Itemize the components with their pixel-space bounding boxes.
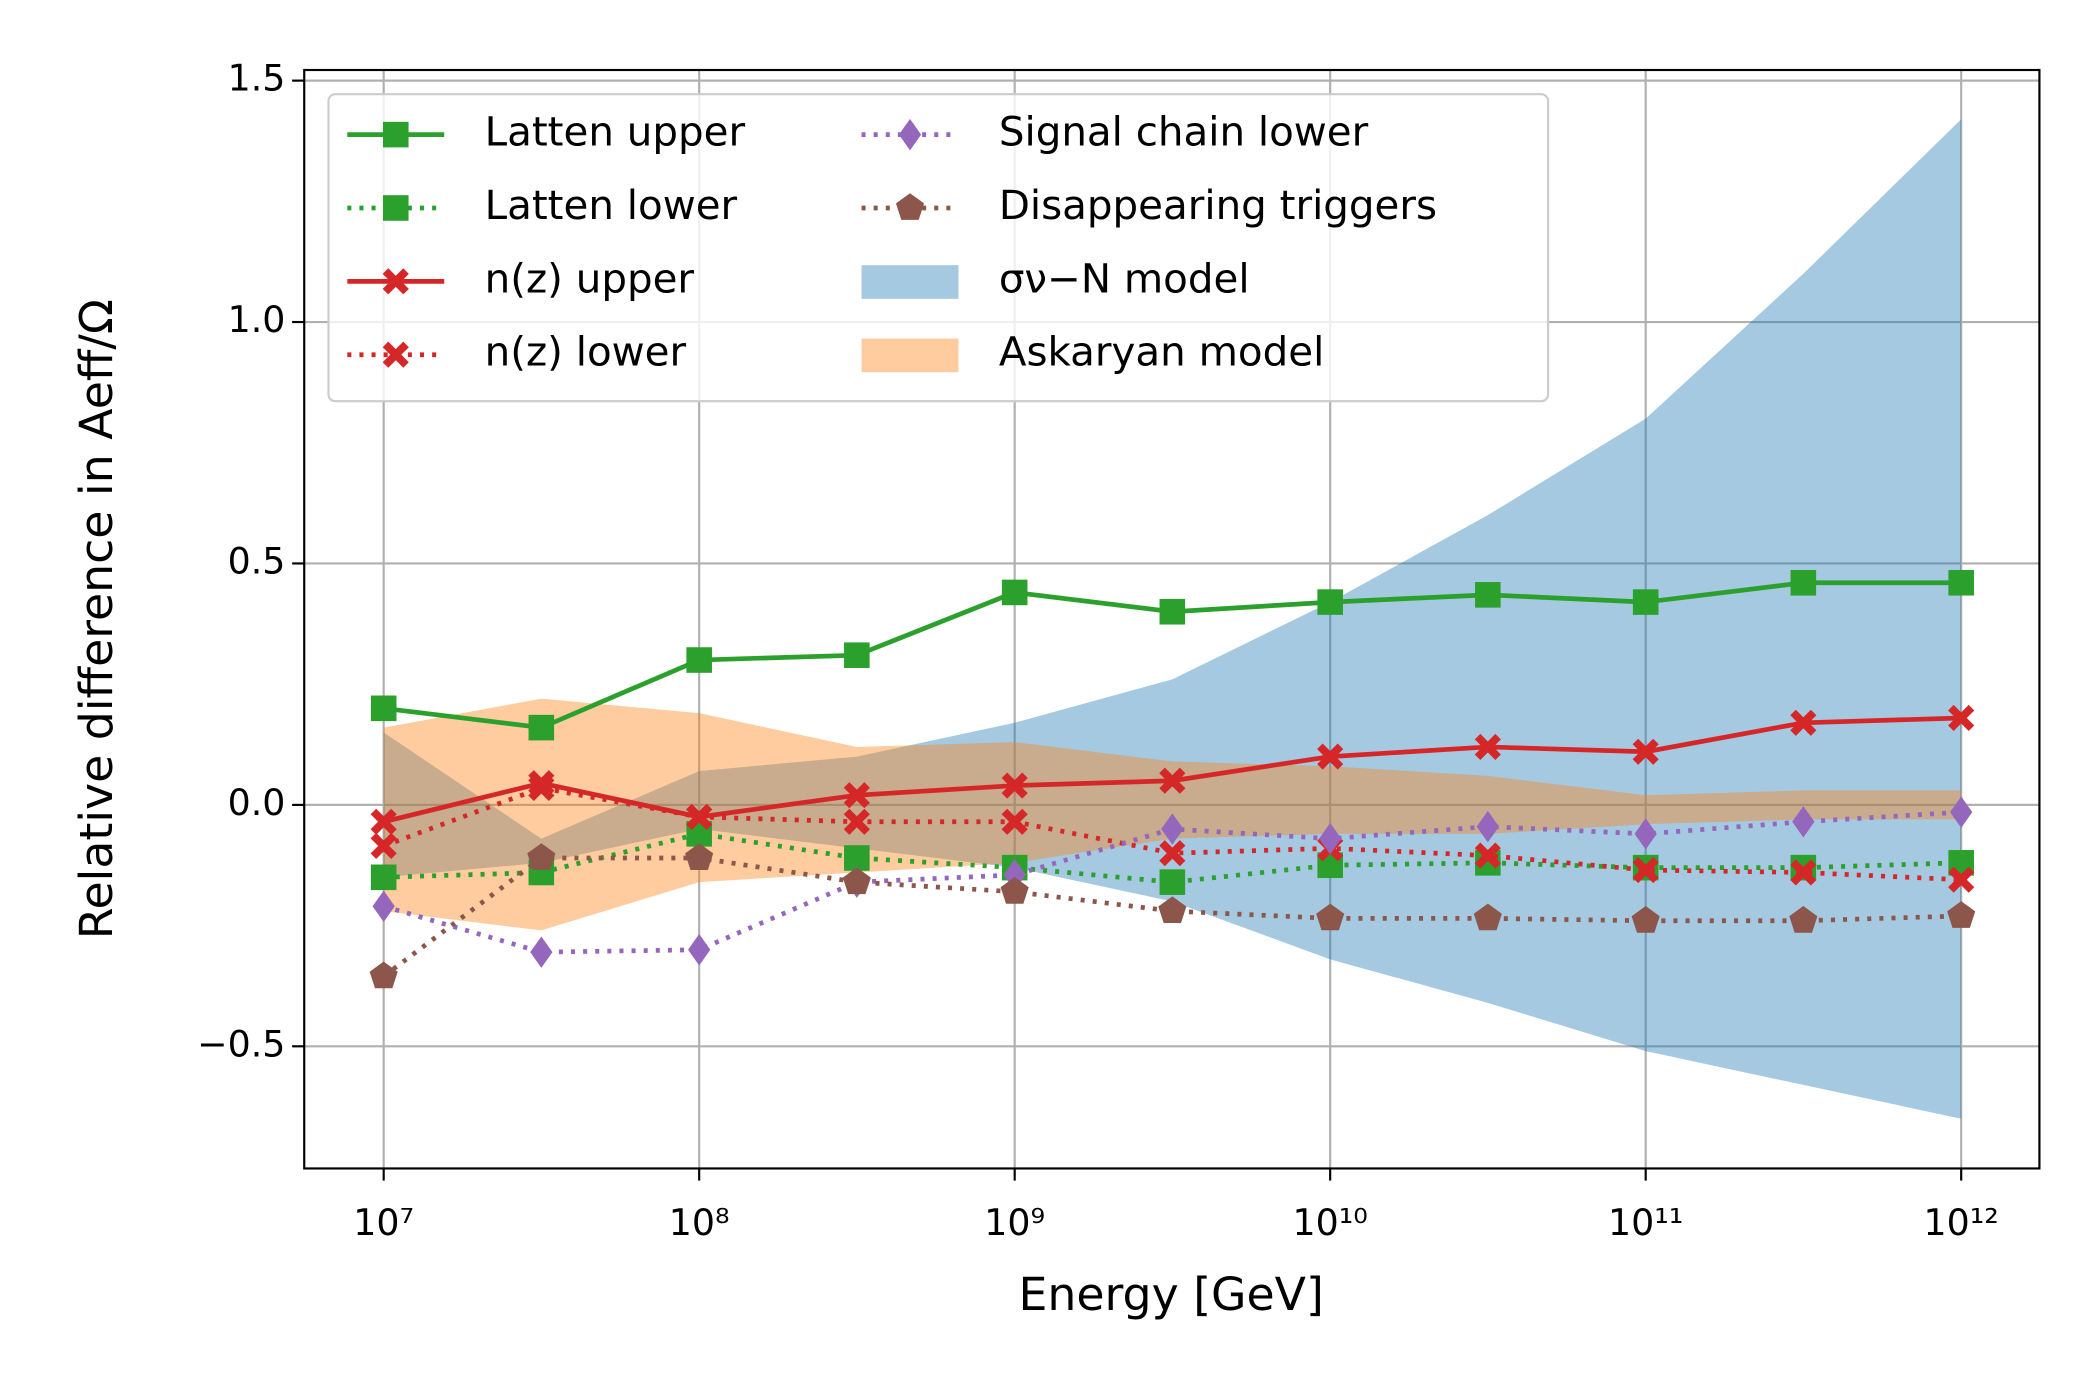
band [383,119,1962,1119]
marker [1790,569,1817,596]
marker [844,845,870,871]
line [383,831,1962,885]
marker [1001,808,1028,835]
line [383,809,1962,955]
marker [1319,822,1342,855]
x-tick-label: 10⁸ [669,1201,730,1244]
legend-label: Askaryan model [999,329,1324,376]
y-tick-label: 0.5 [228,539,286,582]
marker [1947,901,1976,928]
marker [1317,589,1343,615]
marker [1632,589,1659,615]
legend-label: Latten upper [485,109,746,156]
marker [1790,709,1817,736]
marker [1632,738,1659,765]
marker [1161,813,1184,845]
marker [1316,903,1345,931]
marker [528,714,555,741]
marker [527,843,556,870]
marker [1474,733,1501,761]
y-tick-label: 1.5 [228,57,286,100]
x-tick-label: 10⁷ [353,1201,414,1244]
marker [1475,582,1501,608]
legend-label: σν−N model [999,255,1250,302]
legend-label: n(z) upper [485,255,695,302]
y-tick-label: −0.5 [197,1022,285,1065]
marker [1159,869,1186,895]
marker [1634,818,1657,850]
marker [843,782,870,809]
x-tick-label: 10¹⁰ [1293,1201,1368,1244]
marker [1631,905,1660,933]
marker [842,867,871,895]
marker [685,843,714,870]
marker [688,934,711,966]
marker [1792,806,1815,838]
marker [1474,842,1501,869]
legend-label: Signal chain lower [999,109,1369,156]
x-tick-label: 10¹¹ [1608,1201,1683,1244]
x-tick-label: 10⁹ [984,1201,1045,1244]
marker [1001,579,1028,606]
marker [1159,840,1186,867]
marker [382,195,409,221]
marker [382,341,409,368]
marker [843,808,870,835]
marker [1158,896,1187,924]
marker [530,936,553,968]
marker [1632,856,1659,884]
legend-label: Latten lower [485,182,738,229]
marker [1159,598,1186,625]
marker [1317,743,1344,770]
marker [898,118,922,151]
marker [382,268,409,295]
x-axis-label: Energy [GeV] [1018,1268,1323,1321]
legend-label: Disappearing triggers [999,182,1437,229]
marker [372,890,395,922]
marker [686,803,713,831]
marker [370,864,397,891]
x-tick-label: 10¹² [1924,1201,1999,1244]
marker [1159,767,1186,794]
marker [1789,905,1818,933]
marker [528,774,555,802]
y-tick-label: 1.0 [228,298,286,341]
marker [895,193,925,220]
legend-box [327,93,1550,403]
marker [1790,859,1817,886]
marker [1950,796,1973,828]
marker [686,647,712,673]
legend-patch [861,338,959,373]
marker [1948,704,1975,732]
marker [1948,569,1974,596]
y-axis-label: Relative difference in Aeff/Ω [70,299,123,939]
legend-label: n(z) lower [485,329,687,376]
marker [369,961,398,989]
y-tick-label: 0.0 [228,781,286,824]
marker [1001,772,1028,799]
line [382,855,1962,979]
marker [370,695,397,722]
marker [370,832,397,859]
legend-patch [861,265,959,299]
axes-frame [303,68,2041,1170]
marker [1473,903,1502,931]
marker [844,642,870,668]
marker [1000,877,1029,904]
marker [370,808,397,835]
marker [382,121,409,148]
marker [1948,866,1975,893]
marker [1476,810,1499,843]
